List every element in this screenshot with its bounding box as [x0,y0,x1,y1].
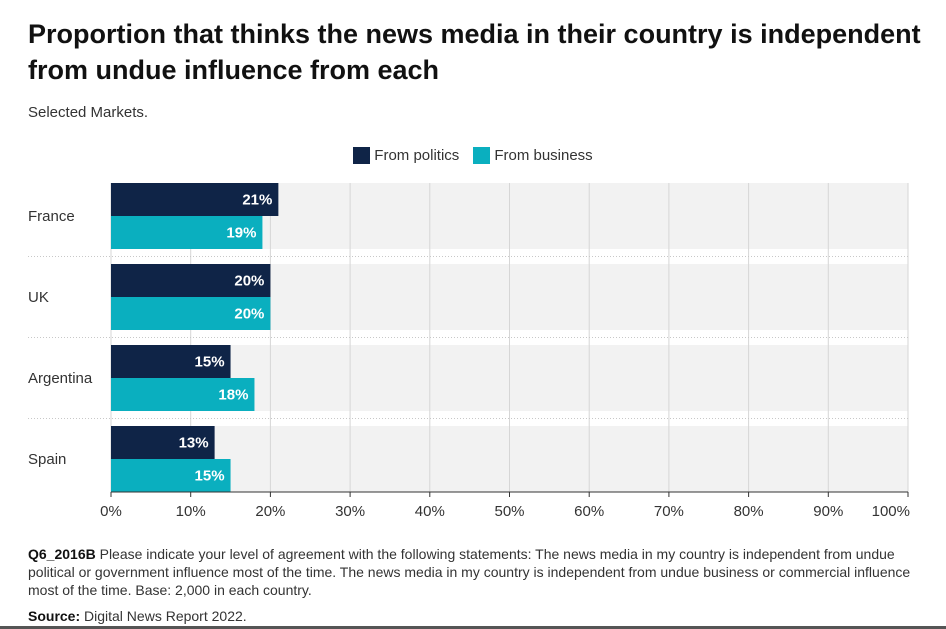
bar-business [111,378,255,411]
x-tick-label: 10% [176,503,206,520]
legend-label-politics: From politics [374,147,460,164]
chart-subtitle: Selected Markets. [28,104,149,121]
x-tick-label: 20% [255,503,285,520]
bottom-border [0,626,946,629]
footnote-code: Q6_2016B [28,546,96,562]
x-tick-label: 0% [100,503,122,520]
legend: From politics From business [0,147,946,164]
category-label: France [28,208,75,225]
data-label: 13% [179,435,209,452]
category-label: Argentina [28,370,93,387]
category-label: Spain [28,451,66,468]
legend-swatch-politics [353,147,371,164]
legend-item-politics[interactable]: From politics [353,147,459,164]
x-tick-label: 70% [654,503,684,520]
bar-chart: France 21% 19% UK 20% 20% Argentina 15% 18% Spain… [28,183,910,520]
footnote-text: Please indicate your level of agreement … [28,546,911,598]
data-label: 15% [195,468,225,485]
data-label: 15% [195,354,225,371]
source-text: Digital News Report 2022. [84,608,247,624]
bar-business [111,216,263,249]
x-tick-label: 30% [335,503,365,520]
bar-politics [111,183,279,216]
source-label: Source: [28,608,81,624]
bar-politics [111,264,271,297]
x-tick-label: 100% [872,503,910,520]
data-label: 21% [242,192,272,209]
data-label: 20% [234,306,264,323]
legend-item-business[interactable]: From business [473,147,593,164]
bar-politics [111,426,215,459]
x-tick-label: 40% [415,503,445,520]
x-tick-label: 60% [574,503,604,520]
data-label: 19% [226,225,256,242]
legend-label-business: From business [494,147,593,164]
legend-swatch-business [473,147,491,164]
x-tick-label: 50% [494,503,524,520]
category-label: UK [28,289,49,306]
chart-title: Proportion that thinks the news media in… [28,19,921,85]
footnote: Q6_2016B Please indicate your level of a… [28,545,923,599]
x-tick-label: 80% [734,503,764,520]
bar-business [111,297,271,330]
bar-politics [111,345,231,378]
data-label: 20% [234,273,264,290]
data-label: 18% [218,387,248,404]
source-line: Source: Digital News Report 2022. [28,608,247,624]
x-tick-label: 90% [813,503,843,520]
bar-business [111,459,231,492]
